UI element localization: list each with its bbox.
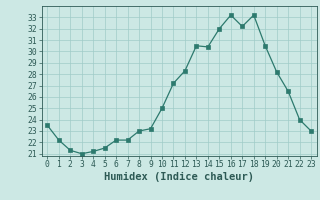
X-axis label: Humidex (Indice chaleur): Humidex (Indice chaleur)	[104, 172, 254, 182]
